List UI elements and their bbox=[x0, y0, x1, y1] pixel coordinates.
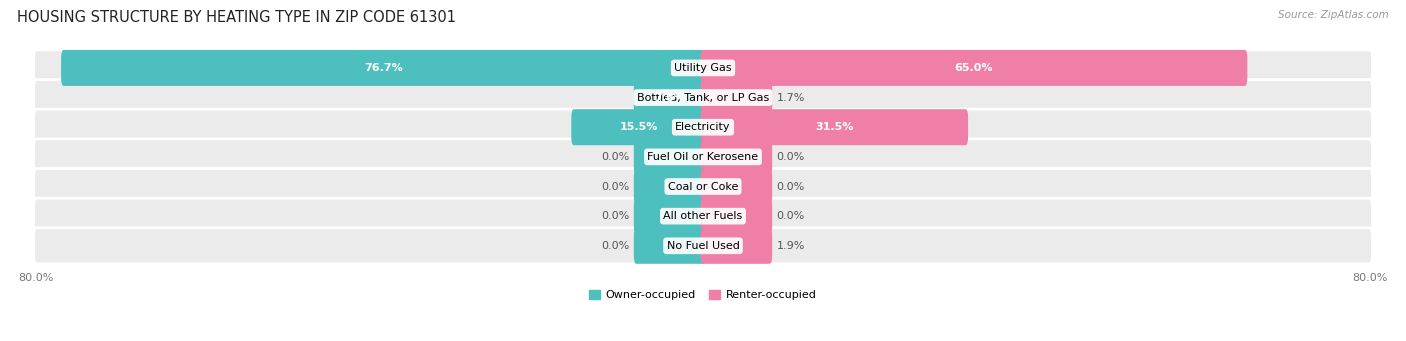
Text: 0.0%: 0.0% bbox=[602, 241, 630, 251]
Text: Coal or Coke: Coal or Coke bbox=[668, 181, 738, 192]
FancyBboxPatch shape bbox=[634, 139, 706, 175]
Text: 1.7%: 1.7% bbox=[776, 92, 804, 103]
Text: Bottled, Tank, or LP Gas: Bottled, Tank, or LP Gas bbox=[637, 92, 769, 103]
Text: 0.0%: 0.0% bbox=[602, 152, 630, 162]
FancyBboxPatch shape bbox=[571, 109, 706, 145]
Text: 15.5%: 15.5% bbox=[619, 122, 658, 132]
FancyBboxPatch shape bbox=[700, 79, 772, 116]
Text: Source: ZipAtlas.com: Source: ZipAtlas.com bbox=[1278, 10, 1389, 20]
Legend: Owner-occupied, Renter-occupied: Owner-occupied, Renter-occupied bbox=[585, 285, 821, 305]
Text: 0.0%: 0.0% bbox=[776, 152, 804, 162]
FancyBboxPatch shape bbox=[700, 50, 1247, 86]
Text: 0.0%: 0.0% bbox=[602, 181, 630, 192]
Text: 65.0%: 65.0% bbox=[955, 63, 993, 73]
Text: Fuel Oil or Kerosene: Fuel Oil or Kerosene bbox=[647, 152, 759, 162]
FancyBboxPatch shape bbox=[700, 228, 772, 264]
FancyBboxPatch shape bbox=[34, 139, 1372, 175]
FancyBboxPatch shape bbox=[34, 109, 1372, 145]
FancyBboxPatch shape bbox=[34, 50, 1372, 86]
Text: 31.5%: 31.5% bbox=[815, 122, 853, 132]
FancyBboxPatch shape bbox=[34, 228, 1372, 264]
FancyBboxPatch shape bbox=[634, 198, 706, 234]
Text: 0.0%: 0.0% bbox=[602, 211, 630, 221]
Text: 0.0%: 0.0% bbox=[776, 211, 804, 221]
FancyBboxPatch shape bbox=[700, 139, 772, 175]
Text: Utility Gas: Utility Gas bbox=[675, 63, 731, 73]
Text: 7.8%: 7.8% bbox=[654, 92, 685, 103]
FancyBboxPatch shape bbox=[34, 198, 1372, 234]
FancyBboxPatch shape bbox=[700, 168, 772, 205]
FancyBboxPatch shape bbox=[700, 198, 772, 234]
FancyBboxPatch shape bbox=[34, 79, 1372, 116]
FancyBboxPatch shape bbox=[60, 50, 706, 86]
FancyBboxPatch shape bbox=[34, 168, 1372, 205]
Text: No Fuel Used: No Fuel Used bbox=[666, 241, 740, 251]
Text: 1.9%: 1.9% bbox=[776, 241, 804, 251]
FancyBboxPatch shape bbox=[634, 168, 706, 205]
Text: 0.0%: 0.0% bbox=[776, 181, 804, 192]
Text: Electricity: Electricity bbox=[675, 122, 731, 132]
Text: All other Fuels: All other Fuels bbox=[664, 211, 742, 221]
FancyBboxPatch shape bbox=[634, 79, 706, 116]
Text: HOUSING STRUCTURE BY HEATING TYPE IN ZIP CODE 61301: HOUSING STRUCTURE BY HEATING TYPE IN ZIP… bbox=[17, 10, 456, 25]
FancyBboxPatch shape bbox=[634, 228, 706, 264]
FancyBboxPatch shape bbox=[700, 109, 969, 145]
Text: 76.7%: 76.7% bbox=[364, 63, 402, 73]
